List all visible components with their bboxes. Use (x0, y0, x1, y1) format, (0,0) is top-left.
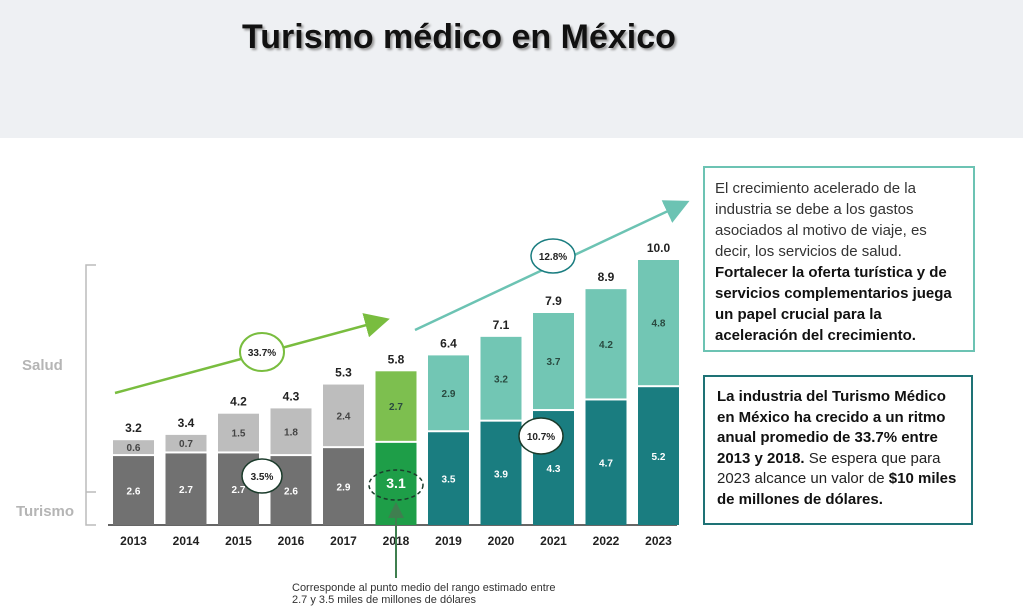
bar-turismo-2020 (480, 421, 522, 525)
segment-label-turismo-2015: 2.7 (232, 485, 246, 496)
growth-badge-turismo-historic-label: 3.5% (251, 472, 274, 483)
bar-turismo-2013 (113, 456, 154, 525)
total-label-2019: 6.4 (440, 336, 457, 350)
segment-label-salud-2013: 0.6 (127, 443, 141, 454)
segment-label-salud-2014: 0.7 (179, 439, 193, 450)
x-tick-2021: 2021 (540, 534, 567, 548)
segment-label-salud-2019: 2.9 (442, 389, 456, 400)
bar-salud-2013 (113, 440, 154, 455)
insight-box-market-value: La industria del Turismo Médico en Méxic… (703, 375, 973, 525)
x-tick-2015: 2015 (225, 534, 252, 548)
x-tick-2023: 2023 (645, 534, 672, 548)
insight-bold-text-1: La industria del Turismo Médico en Méxic… (717, 388, 946, 467)
bar-salud-2020 (480, 336, 522, 420)
growth-badge-forecast-label: 12.8% (539, 252, 567, 263)
group-bracket (85, 264, 96, 526)
x-tick-2019: 2019 (435, 534, 462, 548)
total-label-2017: 5.3 (335, 366, 352, 380)
x-tick-2016: 2016 (278, 534, 305, 548)
highlight-ellipse-2018 (368, 469, 424, 501)
segment-label-salud-2017: 2.4 (337, 411, 351, 422)
segment-label-salud-2015: 1.5 (232, 429, 246, 440)
segment-label-turismo-2019: 3.5 (442, 475, 456, 486)
insight-bold-text-2: $10 miles de millones de dólares. (717, 470, 957, 508)
total-label-2014: 3.4 (178, 416, 195, 430)
x-tick-2020: 2020 (488, 534, 515, 548)
segment-label-salud-2020: 3.2 (494, 374, 508, 385)
total-label-2015: 4.2 (230, 395, 247, 409)
bar-turismo-2023 (638, 387, 679, 525)
growth-badge-turismo-forecast-label: 10.7% (527, 432, 555, 443)
bar-salud-2016 (270, 408, 312, 455)
bar-turismo-2022 (585, 400, 627, 525)
x-tick-2013: 2013 (120, 534, 147, 548)
group-label-salud: Salud (22, 357, 63, 374)
bar-salud-2018 (375, 371, 417, 441)
bar-salud-2023 (638, 260, 679, 386)
segment-label-salud-2022: 4.2 (599, 340, 613, 351)
insight-text: El crecimiento acelerado de la industria… (715, 180, 927, 260)
total-label-2023: 10.0 (647, 241, 671, 255)
x-tick-2014: 2014 (173, 534, 200, 548)
bar-turismo-2014 (165, 453, 207, 525)
total-label-2018: 5.8 (388, 352, 405, 366)
segment-label-turismo-2014: 2.7 (179, 485, 193, 496)
group-label-turismo: Turismo (16, 503, 74, 520)
growth-badge-historic-circle (239, 332, 285, 372)
segment-label-turismo-2022: 4.7 (599, 459, 613, 470)
bar-turismo-2017 (323, 448, 364, 525)
segment-label-salud-2018: 2.7 (389, 402, 403, 413)
footnote: Corresponde al punto medio del rango est… (292, 582, 556, 606)
bar-salud-2019 (428, 355, 469, 431)
page-title: Turismo médico en México (242, 18, 676, 56)
bar-salud-2015 (218, 413, 259, 452)
total-label-2013: 3.2 (125, 421, 142, 435)
total-label-2021: 7.9 (545, 294, 562, 308)
segment-label-turismo-2021: 4.3 (547, 464, 561, 475)
bar-salud-2021 (533, 313, 574, 410)
growth-badge-forecast-circle (530, 238, 576, 274)
segment-label-salud-2023: 4.8 (652, 319, 666, 330)
header-band (0, 0, 1023, 138)
x-tick-2017: 2017 (330, 534, 357, 548)
growth-badge-turismo-forecast-circle (518, 417, 564, 455)
bar-salud-2014 (165, 434, 207, 452)
stacked-bar-chart: Salud Turismo 2.6 0.6 3.2 2013 2.7 0.7 3.4 2014 2.… (16, 200, 690, 578)
growth-badge-turismo-historic-circle (241, 458, 283, 494)
segment-label-turismo-2018: 3.1 (386, 475, 406, 491)
segment-label-turismo-2017: 2.9 (337, 483, 351, 494)
bar-turismo-2019 (428, 432, 469, 525)
segment-label-salud-2016: 1.8 (284, 427, 298, 438)
bar-salud-2017 (323, 384, 364, 447)
segment-label-turismo-2013: 2.6 (127, 487, 141, 498)
total-label-2020: 7.1 (493, 318, 510, 332)
segment-label-turismo-2023: 5.2 (652, 452, 666, 463)
insight-box-growth-drivers: El crecimiento acelerado de la industria… (703, 166, 975, 352)
x-tick-2022: 2022 (593, 534, 620, 548)
insight-bold-text: Fortalecer la oferta turística y de serv… (715, 264, 952, 344)
insight-text-2: Se espera que para 2023 alcance un valor… (717, 449, 941, 488)
segment-label-turismo-2016: 2.6 (284, 487, 298, 498)
segment-label-salud-2021: 3.7 (547, 357, 561, 368)
growth-badge-historic-label: 33.7% (248, 348, 276, 359)
segment-label-turismo-2020: 3.9 (494, 469, 508, 480)
bar-salud-2022 (585, 289, 627, 399)
total-label-2016: 4.3 (283, 389, 300, 403)
total-label-2022: 8.9 (598, 270, 615, 284)
